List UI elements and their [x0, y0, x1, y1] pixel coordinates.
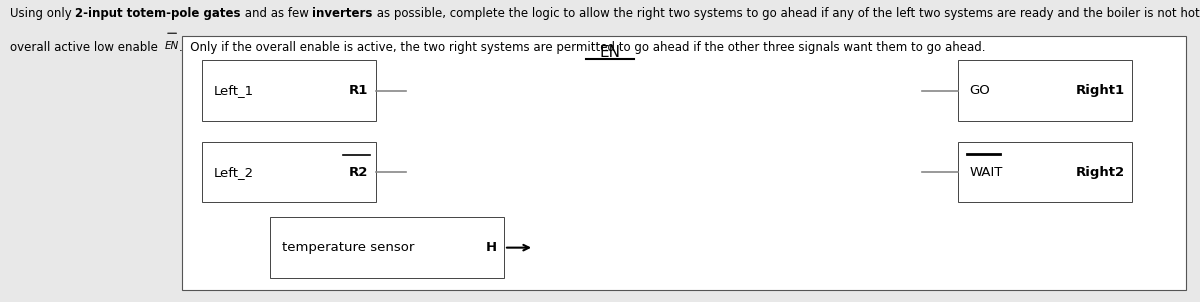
Text: temperature sensor: temperature sensor [282, 241, 414, 254]
Text: WAIT: WAIT [970, 165, 1003, 179]
Text: and as few: and as few [240, 7, 312, 20]
Text: GO: GO [970, 84, 990, 97]
Text: R2: R2 [349, 165, 368, 179]
Text: H: H [486, 241, 497, 254]
Text: Right2: Right2 [1075, 165, 1124, 179]
FancyBboxPatch shape [202, 142, 376, 202]
Text: Right1: Right1 [1075, 84, 1124, 97]
FancyBboxPatch shape [182, 36, 1186, 290]
Text: .  Only if the overall enable is active, the two right systems are permitted to : . Only if the overall enable is active, … [179, 41, 985, 54]
Text: 2-input totem-pole gates: 2-input totem-pole gates [76, 7, 240, 20]
Text: inverters: inverters [312, 7, 372, 20]
Text: Using only: Using only [10, 7, 76, 20]
Text: overall active low enable: overall active low enable [10, 41, 164, 54]
Text: as possible, complete the logic to allow the right two systems to go ahead if an: as possible, complete the logic to allow… [372, 7, 1200, 20]
Text: Left_1: Left_1 [214, 84, 253, 97]
Text: R1: R1 [349, 84, 368, 97]
FancyBboxPatch shape [958, 60, 1132, 121]
FancyBboxPatch shape [270, 217, 504, 278]
Text: EN: EN [164, 41, 179, 51]
Text: EN: EN [599, 45, 620, 60]
Text: Left_2: Left_2 [214, 165, 253, 179]
FancyBboxPatch shape [202, 60, 376, 121]
FancyBboxPatch shape [958, 142, 1132, 202]
